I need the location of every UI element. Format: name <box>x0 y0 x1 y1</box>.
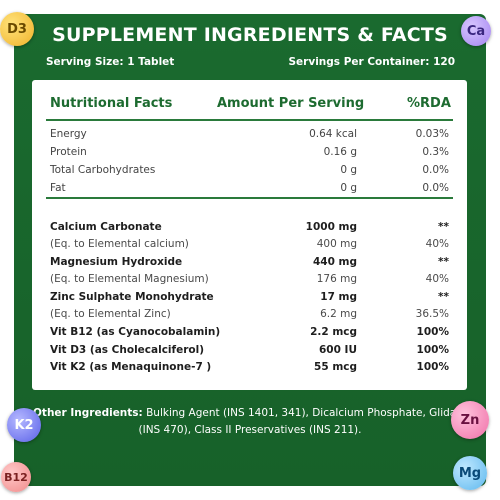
header-divider <box>46 119 453 121</box>
amount-per-serving: 0.64 kcal <box>309 128 357 140</box>
table-row: Protein 0.16 g 0.3% <box>50 146 449 163</box>
other-ingredients-text: Bulking Agent (INS 1401, 341), Dicalcium… <box>138 407 467 436</box>
rda-percent: 0.03% <box>415 128 449 140</box>
nutrient-name: Calcium Carbonate <box>50 221 162 233</box>
table-row: Zinc Sulphate Monohydrate 17 mg ** <box>50 291 449 308</box>
header-rda: %RDA <box>407 96 451 111</box>
page-title: SUPPLEMENT INGREDIENTS & FACTS <box>52 24 448 46</box>
table-row: Vit K2 (as Menaquinone-7 ) 55 mcg 100% <box>50 361 449 378</box>
rda-percent: ** <box>438 221 449 233</box>
rda-percent: ** <box>438 291 449 303</box>
table-row: Fat 0 g 0.0% <box>50 182 449 199</box>
amount-per-serving: 2.2 mcg <box>310 326 357 338</box>
amount-per-serving: 55 mcg <box>314 361 357 373</box>
amount-per-serving: 0.16 g <box>323 146 357 158</box>
rda-percent: 100% <box>416 361 449 373</box>
nutrient-name: Protein <box>50 146 87 158</box>
magnesium-icon: Mg <box>453 456 487 490</box>
rda-percent: 0.0% <box>422 164 449 176</box>
nutrient-name: Vit B12 (as Cyanocobalamin) <box>50 326 221 338</box>
rda-percent: 100% <box>416 326 449 338</box>
amount-per-serving: 176 mg <box>316 273 357 285</box>
section-divider <box>46 197 453 199</box>
rda-percent: 40% <box>425 273 449 285</box>
rda-percent: 100% <box>416 344 449 356</box>
rda-percent: 40% <box>425 238 449 250</box>
table-row: Magnesium Hydroxide 440 mg ** <box>50 256 449 273</box>
amount-per-serving: 1000 mg <box>305 221 357 233</box>
calcium-icon: Ca <box>461 16 491 46</box>
nutrition-table: Nutritional Facts Amount Per Serving %RD… <box>32 80 467 390</box>
nutrient-name: (Eq. to Elemental Magnesium) <box>50 273 209 285</box>
amount-per-serving: 0 g <box>340 182 357 194</box>
vitamin-k2-icon: K2 <box>7 408 41 442</box>
table-row: Energy 0.64 kcal 0.03% <box>50 128 449 145</box>
table-row: Vit D3 (as Cholecalciferol) 600 IU 100% <box>50 344 449 361</box>
nutrient-name: Magnesium Hydroxide <box>50 256 183 268</box>
nutrient-name: (Eq. to Elemental Zinc) <box>50 308 171 320</box>
header-nutritional-facts: Nutritional Facts <box>50 96 173 111</box>
table-row: (Eq. to Elemental Zinc) 6.2 mg 36.5% <box>50 308 449 325</box>
vitamin-b12-icon: B12 <box>1 462 31 492</box>
nutrient-name: Vit K2 (as Menaquinone-7 ) <box>50 361 212 373</box>
vitamin-d3-icon: D3 <box>0 12 34 46</box>
other-ingredients-label: Other Ingredients: <box>33 407 143 419</box>
servings-per-container: Servings Per Container: 120 <box>288 56 456 68</box>
nutrient-name: Fat <box>50 182 66 194</box>
other-ingredients: Other Ingredients: Bulking Agent (INS 14… <box>30 405 470 439</box>
nutrient-name: Vit D3 (as Cholecalciferol) <box>50 344 205 356</box>
amount-per-serving: 0 g <box>340 164 357 176</box>
table-row: (Eq. to Elemental calcium) 400 mg 40% <box>50 238 449 255</box>
nutrient-name: (Eq. to Elemental calcium) <box>50 238 189 250</box>
amount-per-serving: 440 mg <box>312 256 357 268</box>
amount-per-serving: 400 mg <box>316 238 357 250</box>
header-amount-per-serving: Amount Per Serving <box>217 96 365 111</box>
table-row: (Eq. to Elemental Magnesium) 176 mg 40% <box>50 273 449 290</box>
amount-per-serving: 600 IU <box>318 344 357 356</box>
table-row: Total Carbohydrates 0 g 0.0% <box>50 164 449 181</box>
rda-percent: ** <box>438 256 449 268</box>
amount-per-serving: 17 mg <box>320 291 357 303</box>
nutrient-name: Total Carbohydrates <box>50 164 156 176</box>
table-row: Calcium Carbonate 1000 mg ** <box>50 221 449 238</box>
nutrient-name: Zinc Sulphate Monohydrate <box>50 291 214 303</box>
table-row: Vit B12 (as Cyanocobalamin) 2.2 mcg 100% <box>50 326 449 343</box>
rda-percent: 36.5% <box>415 308 449 320</box>
serving-size: Serving Size: 1 Tablet <box>46 56 175 68</box>
rda-percent: 0.0% <box>422 182 449 194</box>
amount-per-serving: 6.2 mg <box>320 308 357 320</box>
zinc-icon: Zn <box>451 401 489 439</box>
nutrient-name: Energy <box>50 128 87 140</box>
rda-percent: 0.3% <box>422 146 449 158</box>
